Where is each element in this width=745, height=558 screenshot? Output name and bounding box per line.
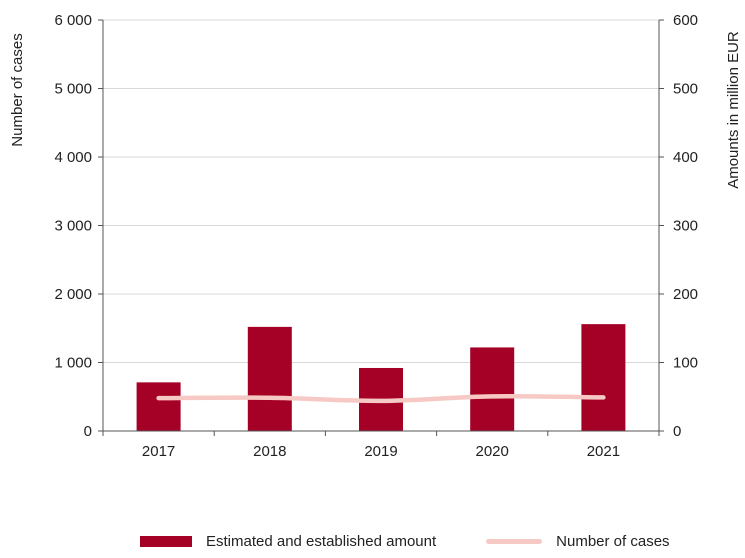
x-tick-label: 2018 bbox=[253, 443, 286, 460]
y-right-tick-label: 200 bbox=[673, 286, 698, 303]
legend-line-swatch bbox=[486, 539, 543, 544]
legend-label-amount: Estimated and established amount bbox=[206, 533, 437, 550]
bar-2017 bbox=[136, 382, 181, 431]
y-left-tick-label: 0 bbox=[84, 423, 92, 440]
x-tick-label: 2020 bbox=[476, 443, 509, 460]
legend-item-amount: Estimated and established amount bbox=[140, 533, 436, 550]
y-right-tick-label: 100 bbox=[673, 355, 698, 372]
y-left-tick-label: 2 000 bbox=[54, 286, 92, 303]
y-right-tick-label: 0 bbox=[673, 423, 681, 440]
y-right-tick-label: 600 bbox=[673, 12, 698, 29]
y-axis-right-label: Amounts in million EUR bbox=[725, 31, 742, 189]
y-right-tick-label: 500 bbox=[673, 81, 698, 98]
x-tick-label: 2021 bbox=[587, 443, 620, 460]
y-left-tick-label: 5 000 bbox=[54, 81, 92, 98]
y-right-tick-label: 300 bbox=[673, 218, 698, 235]
y-left-tick-label: 1 000 bbox=[54, 355, 92, 372]
y-left-tick-label: 3 000 bbox=[54, 218, 92, 235]
y-left-tick-label: 6 000 bbox=[54, 12, 92, 29]
chart-svg: 0 0 1 000 100 2 000 200 3 000 300 4 000 400 5 000 5… bbox=[9, 12, 742, 460]
legend: Estimated and established amount Number … bbox=[140, 533, 670, 550]
tick-labels: 0 0 1 000 100 2 000 200 3 000 300 4 000 400 5 000 5… bbox=[54, 12, 698, 460]
y-axis-left-label: Number of cases bbox=[9, 33, 26, 146]
legend-bar-swatch bbox=[140, 536, 192, 547]
bar-2018 bbox=[247, 326, 292, 431]
y-left-tick-label: 4 000 bbox=[54, 149, 92, 166]
y-right-tick-label: 400 bbox=[673, 149, 698, 166]
bars bbox=[136, 324, 626, 431]
cases-line bbox=[156, 394, 606, 404]
legend-label-cases: Number of cases bbox=[556, 533, 670, 550]
axes bbox=[98, 19, 664, 436]
gridlines bbox=[103, 19, 659, 363]
x-tick-label: 2019 bbox=[364, 443, 397, 460]
bar-2020 bbox=[470, 347, 515, 431]
bar-2021 bbox=[581, 324, 626, 431]
x-tick-label: 2017 bbox=[142, 443, 175, 460]
legend-item-cases: Number of cases bbox=[436, 533, 670, 550]
